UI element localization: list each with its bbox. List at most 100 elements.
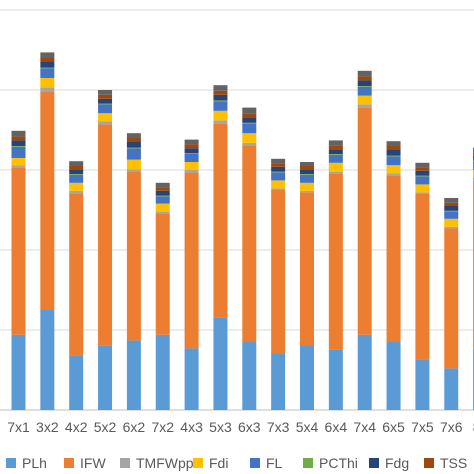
legend-item-FL: FL	[250, 452, 282, 474]
bar-segment-IFW	[386, 175, 401, 342]
bar-segment-TSS	[444, 202, 459, 206]
bar-segment-FL	[328, 154, 343, 163]
bar-segment-TMFWpp	[98, 121, 113, 125]
bar-segment-TMFWpp	[40, 87, 55, 92]
x-tick-label: 7x2	[151, 419, 174, 435]
legend-label: Fdi	[209, 455, 229, 471]
bar-stack-6x4	[328, 140, 343, 410]
bar-segment-TSS	[126, 138, 141, 142]
bar-segment-Fdg	[184, 148, 199, 154]
bar-segment-Fdi	[242, 133, 257, 143]
bar-segment-PCThi	[386, 155, 401, 157]
x-tick-label: 6x3	[238, 419, 261, 435]
bar-segment-TSS	[271, 163, 286, 167]
bar-stack-5x4	[300, 162, 314, 410]
bar-segment	[126, 133, 141, 138]
bar-segment-TSS	[40, 58, 55, 62]
bar-segment-PCThi	[126, 147, 141, 149]
bar-segment-Fdg	[155, 190, 170, 196]
legend-item-TMFWpp: TMFWpp	[120, 452, 194, 474]
bar-segment-FL	[242, 123, 257, 134]
bar-segment	[184, 139, 199, 145]
bar-segment-PLh	[415, 359, 430, 410]
bar-segment-PLh	[242, 342, 257, 410]
bar-segment-PLh	[300, 346, 314, 410]
bar-segment-Fdg	[126, 142, 141, 148]
x-tick-labels: 7x1 3x2 4x2 5x2 6x2 7x2 4x3 5x3 6x3 7x3 5x4 6x4 7x4 6…	[7, 419, 474, 435]
bar-segment-PLh	[184, 348, 199, 410]
bar-segment-PCThi	[98, 103, 113, 105]
bar-segment-IFW	[126, 171, 141, 341]
bar-stack-5x2	[98, 90, 113, 410]
bar-stack-4x3	[184, 139, 199, 410]
bar-segment-PCThi	[11, 146, 26, 147]
legend-label: TMFWpp	[136, 455, 194, 471]
bar-segment-Fdg	[357, 80, 372, 86]
legend-swatch	[303, 458, 313, 468]
bar-segment	[300, 162, 314, 166]
bar-segment-PLh	[126, 340, 141, 410]
bar-segment	[242, 107, 257, 114]
bar-segment-Fdg	[271, 166, 286, 172]
bar-segment-Fdi	[69, 182, 84, 191]
bar-segment-Fdg	[328, 149, 343, 154]
bar-segment-PCThi	[415, 175, 430, 177]
bar-segment-IFW	[40, 91, 55, 310]
bar-segment-TMFWpp	[155, 211, 170, 214]
bar-stack-7x1	[11, 130, 26, 410]
bar-segment-PLh	[155, 334, 170, 410]
legend-label: IFW	[80, 455, 106, 471]
legend-swatch	[193, 458, 203, 468]
bar-segment-TMFWpp	[386, 173, 401, 176]
bar-segment-TSS	[415, 167, 430, 171]
bar-segment-PCThi	[242, 122, 257, 124]
legend-item-IFW: IFW	[64, 452, 106, 474]
bar-segment-FL	[444, 211, 459, 219]
legend-label: FL	[266, 455, 283, 471]
bar-segment	[271, 158, 286, 164]
bar-segment	[98, 90, 113, 95]
bar-segment-TMFWpp	[415, 192, 430, 194]
bar-segment-TSS	[213, 90, 228, 95]
x-tick-label: 6x5	[382, 419, 405, 435]
legend: PLh IFW TMFWpp Fdi FL PCThi Fdg TSS	[0, 452, 474, 474]
legend-item-Fdi: Fdi	[193, 452, 228, 474]
legend-swatch	[424, 458, 434, 468]
x-tick-label: 5x3	[209, 419, 232, 435]
bar-segment-FL	[271, 172, 286, 181]
bar-segment-PCThi	[155, 195, 170, 197]
bar-segment-Fdi	[415, 184, 430, 193]
bar-segment-TSS	[357, 76, 372, 81]
bar-segment-PLh	[328, 349, 343, 410]
bar-segment-PLh	[444, 368, 459, 410]
bar-stack-6x5	[386, 141, 401, 410]
legend-item-TSS: TSS	[424, 452, 467, 474]
bar-segment-TSS	[300, 166, 314, 170]
x-tick-label: 5x4	[296, 419, 319, 435]
legend-label: PCThi	[319, 455, 358, 471]
bar-segment	[386, 141, 401, 146]
bar-segment-FL	[11, 146, 26, 158]
bar-segment-TMFWpp	[184, 170, 199, 173]
bar-segment-FL	[184, 154, 199, 162]
bar-segment-IFW	[213, 123, 228, 318]
bar-segment-IFW	[155, 213, 170, 335]
bar-segment-PLh	[357, 334, 372, 410]
bar-segment-PCThi	[213, 100, 228, 102]
bar-segment-FL	[98, 104, 113, 114]
bar-segment-IFW	[98, 124, 113, 346]
bar-stack-7x3	[271, 158, 286, 410]
bar-segment-Fdg	[69, 169, 84, 174]
bar-segment-PLh	[98, 345, 113, 410]
bar-segment-Fdg	[386, 150, 401, 156]
bar-segment	[357, 70, 372, 77]
bar-segment-FL	[415, 176, 430, 185]
bar-segment-Fdg	[11, 140, 26, 146]
bar-segment-Fdi	[300, 182, 314, 191]
bar-segment-TSS	[155, 187, 170, 191]
bar-segment	[415, 162, 430, 168]
bar-segment-Fdi	[126, 159, 141, 170]
bar-segment	[69, 161, 84, 166]
legend-swatch	[64, 458, 74, 468]
bar-segment-TSS	[69, 166, 84, 170]
